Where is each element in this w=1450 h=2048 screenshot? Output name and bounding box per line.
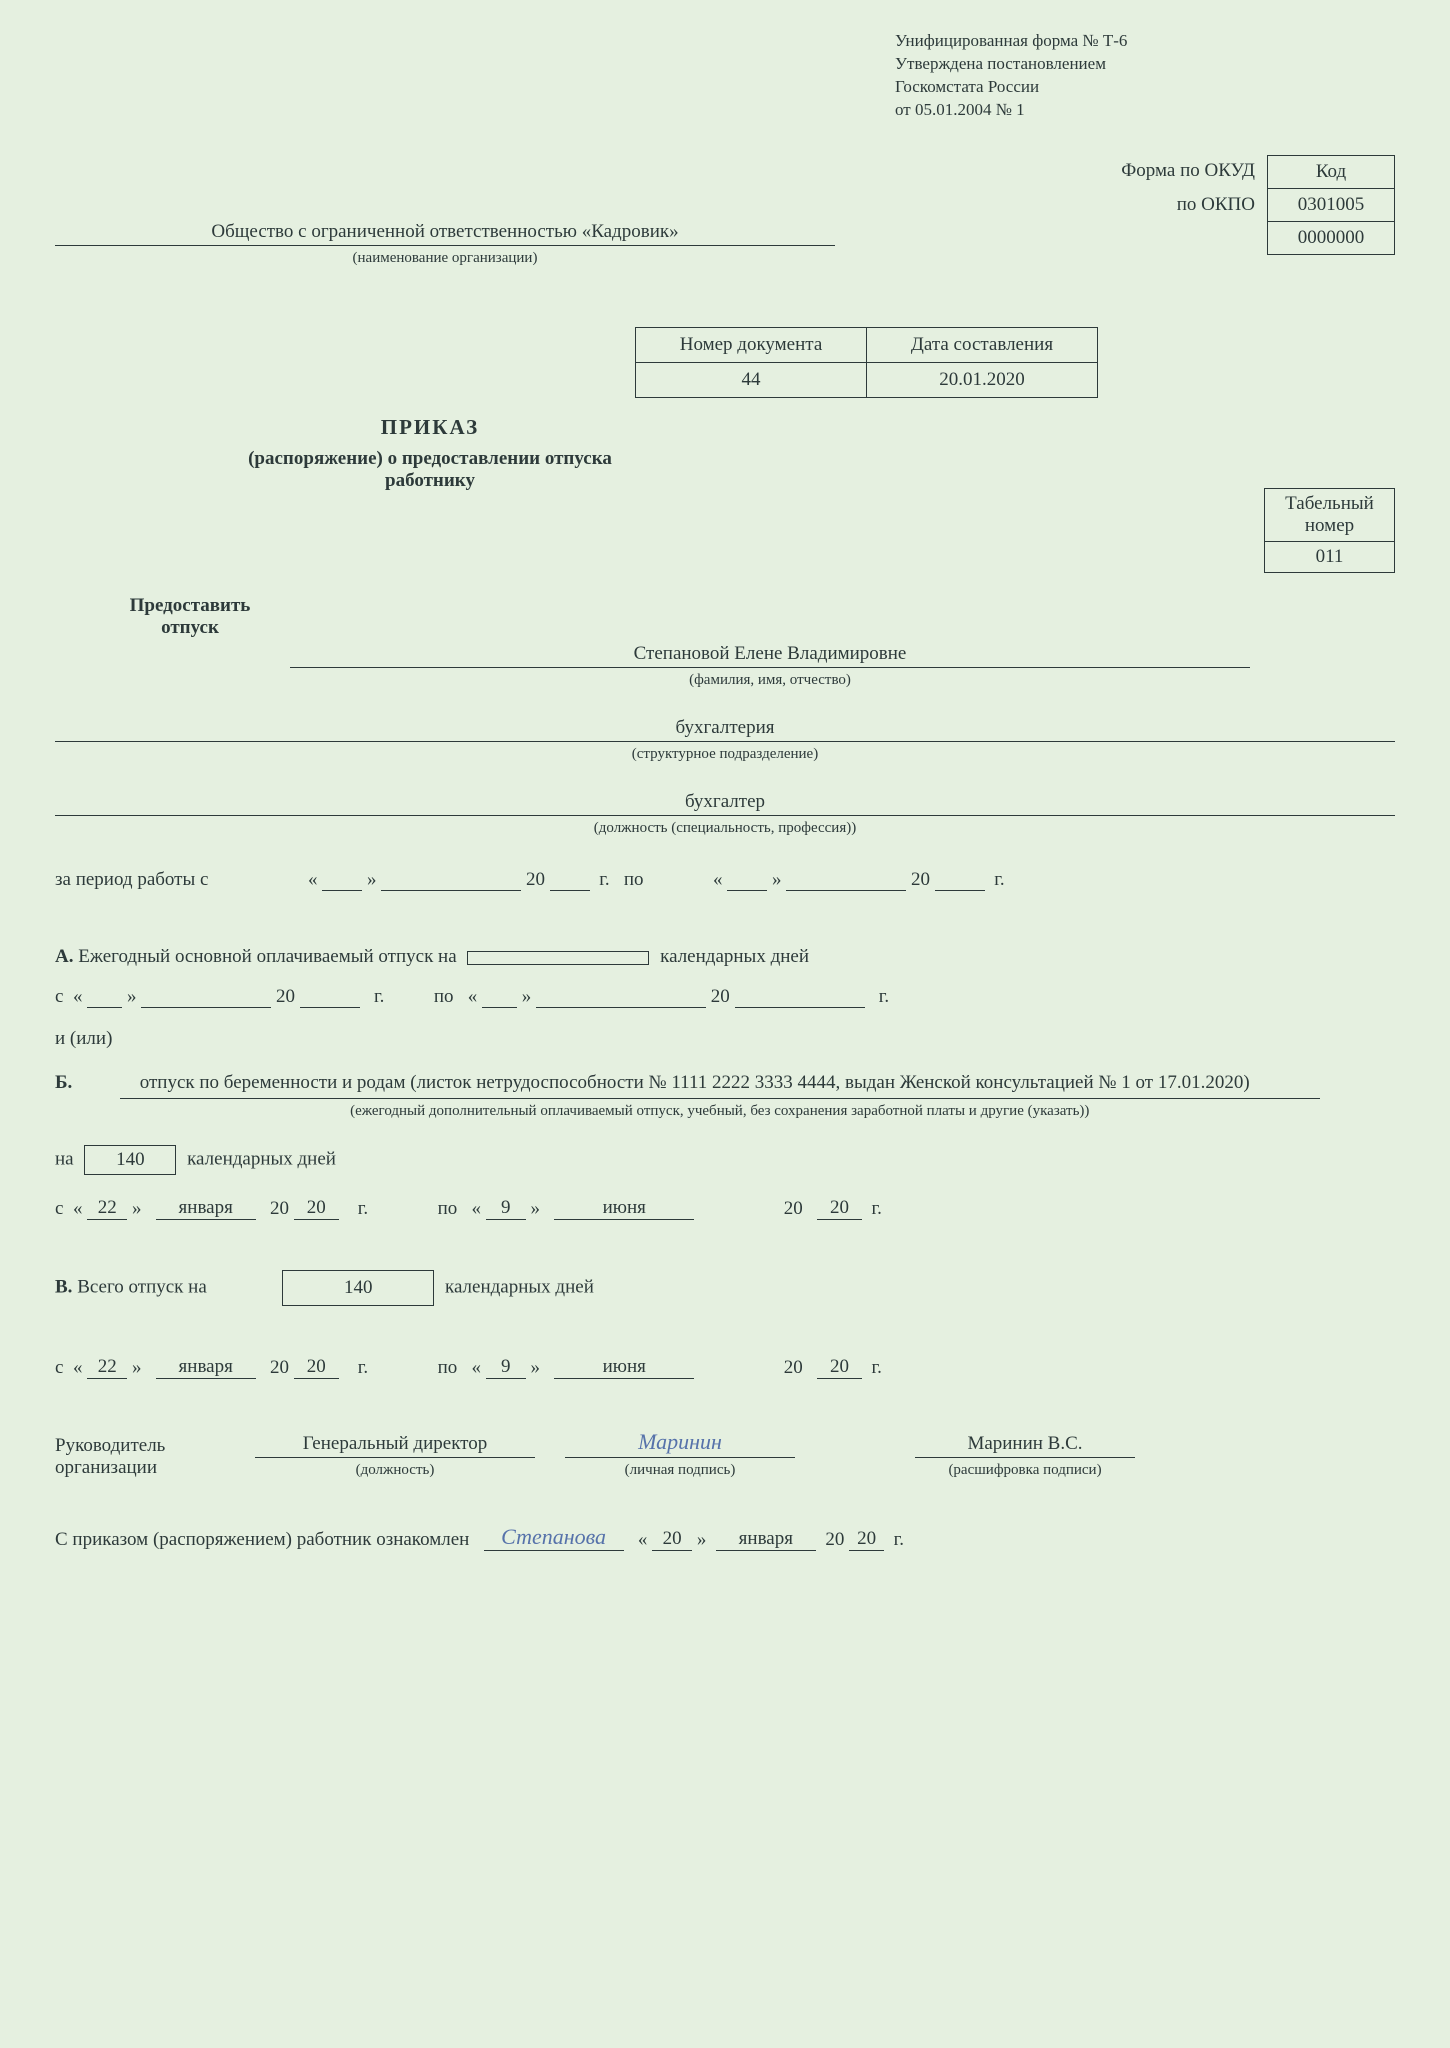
section-a-ili: и (или) xyxy=(55,1028,1395,1050)
position-caption: (должность (специальность, профессия)) xyxy=(55,820,1395,837)
signature-row: Руководитель организации Генеральный дир… xyxy=(55,1429,1395,1479)
form-header-line: от 05.01.2004 № 1 xyxy=(895,99,1395,122)
code-table: Код 0301005 0000000 xyxy=(1267,155,1395,255)
section-a: А. Ежегодный основной оплачиваемый отпус… xyxy=(55,946,1395,968)
signature-caption: (личная подпись) xyxy=(565,1462,795,1479)
section-b-days-row: на 140 календарных дней xyxy=(55,1145,1395,1175)
position-caption: (должность) xyxy=(255,1462,535,1479)
okud-label: Форма по ОКУД xyxy=(55,160,1255,182)
section-v-text: Всего отпуск на xyxy=(77,1276,207,1297)
b-from-year: 20 xyxy=(294,1197,339,1220)
form-header-line: Утверждена постановлением xyxy=(895,53,1395,76)
form-header-line: Унифицированная форма № Т-6 xyxy=(895,30,1395,53)
b-to-month: июня xyxy=(554,1197,694,1220)
section-b-caption: (ежегодный дополнительный оплачиваемый о… xyxy=(120,1103,1320,1120)
section-a-text: Ежегодный основной оплачиваемый отпуск н… xyxy=(78,946,456,967)
grant-leave-label: Предоставить отпуск xyxy=(100,595,280,639)
section-a-dates: с « » 20 г. по « » 20 г. xyxy=(55,986,1395,1008)
code-label: Код xyxy=(1268,156,1395,189)
v-from-year: 20 xyxy=(294,1356,339,1379)
v-from-month: января xyxy=(156,1356,256,1379)
form-header: Унифицированная форма № Т-6 Утверждена п… xyxy=(895,30,1395,122)
section-b: Б. отпуск по беременности и родам (листо… xyxy=(55,1072,1395,1120)
organization-name: Общество с ограниченной ответственностью… xyxy=(55,221,835,246)
head-position: Генеральный директор xyxy=(255,1433,535,1458)
v-to-month: июня xyxy=(554,1356,694,1379)
v-to-day: 9 xyxy=(486,1356,526,1379)
work-period-row: за период работы с « » 20 г. по « » 20 г… xyxy=(55,869,1395,891)
head-label2: организации xyxy=(55,1457,225,1479)
v-from-day: 22 xyxy=(87,1356,127,1379)
employee-position: бухгалтер xyxy=(55,791,1395,816)
doc-date: 20.01.2020 xyxy=(867,363,1098,398)
head-label1: Руководитель xyxy=(55,1435,225,1457)
section-a-days-text: календарных дней xyxy=(660,946,809,967)
v-to-year: 20 xyxy=(817,1356,862,1379)
title-block: ПРИКАЗ (распоряжение) о предоставлении о… xyxy=(230,370,630,492)
head-name: Маринин В.С. xyxy=(915,1433,1135,1458)
okud-value: 0301005 xyxy=(1268,189,1395,222)
section-v: В. Всего отпуск на 140 календарных дней xyxy=(55,1270,1395,1306)
acknowledgment-row: С приказом (распоряжением) работник озна… xyxy=(55,1524,1395,1551)
tabel-table: Табельный номер 011 xyxy=(1264,488,1395,573)
section-v-label: В. xyxy=(55,1276,72,1297)
head-signature: Маринин xyxy=(565,1429,795,1458)
b-to-day: 9 xyxy=(486,1197,526,1220)
b-from-day: 22 xyxy=(87,1197,127,1220)
doc-info-table: Номер документа Дата составления 44 20.0… xyxy=(635,327,1098,398)
section-v-dates: с « 22 » января 20 20 г. по « 9 » июня 2… xyxy=(55,1356,1395,1379)
ack-signature: Степанова xyxy=(484,1524,624,1551)
ack-day: 20 xyxy=(652,1528,692,1551)
employee-fio: Степановой Елене Владимировне xyxy=(290,643,1250,668)
section-b-dates: с « 22 » января 20 20 г. по « 9 » июня 2… xyxy=(55,1197,1395,1220)
tabel-value: 011 xyxy=(1265,542,1395,573)
doc-num-header: Номер документа xyxy=(636,328,867,363)
okpo-value: 0000000 xyxy=(1268,222,1395,255)
doc-date-header: Дата составления xyxy=(867,328,1098,363)
section-b-label: Б. xyxy=(55,1072,115,1094)
okpo-label: по ОКПО xyxy=(55,194,1255,216)
fio-caption: (фамилия, имя, отчество) xyxy=(290,672,1250,689)
ack-month: января xyxy=(716,1528,816,1551)
tabel-header: Табельный номер xyxy=(1265,489,1395,542)
employee-department: бухгалтерия xyxy=(55,717,1395,742)
b-from-month: января xyxy=(156,1197,256,1220)
b-to-year: 20 xyxy=(817,1197,862,1220)
doc-number: 44 xyxy=(636,363,867,398)
section-b-days: 140 xyxy=(84,1145,176,1175)
ack-year: 20 xyxy=(849,1528,884,1551)
work-period-label: за период работы с xyxy=(55,869,208,890)
section-a-label: А. xyxy=(55,946,73,967)
prikaz-subtitle: (распоряжение) о предоставлении отпуска … xyxy=(230,448,630,492)
organization-caption: (наименование организации) xyxy=(55,250,835,267)
section-b-text: отпуск по беременности и родам (листок н… xyxy=(120,1072,1320,1099)
prikaz-title: ПРИКАЗ xyxy=(230,415,630,440)
section-v-days: 140 xyxy=(282,1270,434,1306)
name-caption: (расшифровка подписи) xyxy=(915,1462,1135,1479)
ack-text: С приказом (распоряжением) работник озна… xyxy=(55,1529,469,1550)
form-header-line: Госкомстата России xyxy=(895,76,1395,99)
section-a-days-box xyxy=(467,951,649,965)
department-caption: (структурное подразделение) xyxy=(55,746,1395,763)
